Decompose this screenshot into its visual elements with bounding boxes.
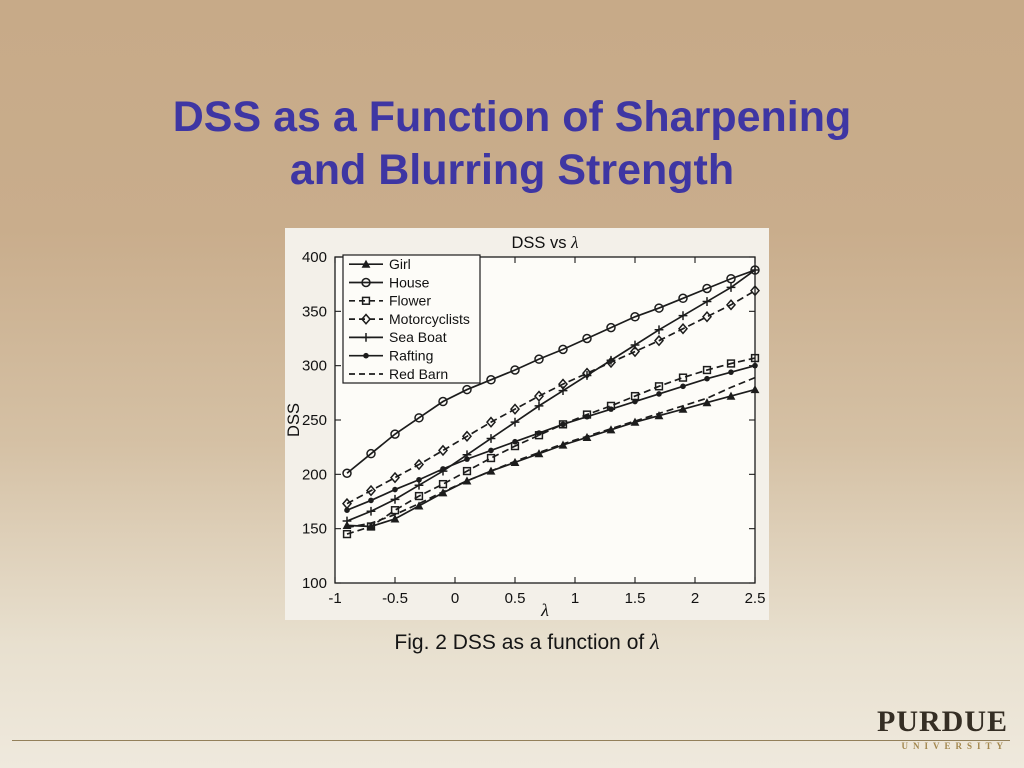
series-rafting <box>344 362 758 513</box>
legend-item-red-barn: Red Barn <box>349 366 448 382</box>
series-markers-rafting <box>344 362 758 513</box>
legend-label: Motorcyclists <box>389 311 470 327</box>
series-sea-boat <box>342 265 760 526</box>
series-motorcyclists <box>342 284 760 510</box>
svg-text:400: 400 <box>302 249 327 266</box>
slide-title: DSS as a Function of Sharpening and Blur… <box>0 91 1024 197</box>
legend-label: Rafting <box>389 348 433 364</box>
series-red-barn <box>346 376 756 529</box>
svg-text:2: 2 <box>691 590 699 607</box>
svg-text:200: 200 <box>302 466 327 483</box>
svg-text:1.5: 1.5 <box>625 590 646 607</box>
legend-item-motorcyclists: Motorcyclists <box>349 311 470 327</box>
series-markers-motorcyclists <box>342 284 760 510</box>
footer-rule <box>12 740 1010 741</box>
purdue-university-label: UNIVERSITY <box>901 741 1008 751</box>
svg-text:250: 250 <box>302 412 327 429</box>
svg-text:-1: -1 <box>328 590 341 607</box>
legend-item-house: House <box>349 274 430 290</box>
x-axis-tick-labels: -1 -0.5 0 0.5 1 1.5 2 2.5 <box>328 590 765 607</box>
purdue-logo: PURDUE UNIVERSITY <box>877 705 1008 752</box>
svg-text:300: 300 <box>302 358 327 375</box>
svg-text:-0.5: -0.5 <box>382 590 408 607</box>
legend-label: Red Barn <box>389 366 448 382</box>
y-axis-tick-labels: 100 150 200 250 300 350 400 <box>302 249 327 592</box>
legend-item-girl: Girl <box>349 256 411 272</box>
series-line-sea-boat <box>346 269 756 522</box>
chart-svg: -1 -0.5 0 0.5 1 1.5 2 2.5 100 150 200 250 300 350 400 G… <box>285 233 765 620</box>
chart-figure: -1 -0.5 0 0.5 1 1.5 2 2.5 100 150 200 250 300 350 400 G… <box>285 228 769 620</box>
svg-text:100: 100 <box>302 575 327 592</box>
legend-label: Girl <box>389 256 411 272</box>
series-line-girl <box>346 388 756 528</box>
svg-text:0.5: 0.5 <box>505 590 526 607</box>
series-line-rafting <box>346 364 756 511</box>
chart-title: DSS vs λ <box>512 233 579 252</box>
slide-title-line1: DSS as a Function of Sharpening <box>172 92 852 141</box>
svg-text:350: 350 <box>302 303 327 320</box>
purdue-wordmark: PURDUE <box>877 705 1008 738</box>
series-line-motorcyclists <box>346 289 756 505</box>
series-line-red-barn <box>346 376 756 529</box>
series-house <box>342 265 760 478</box>
legend-item-sea-boat: Sea Boat <box>349 329 447 345</box>
series-markers-house <box>342 265 760 478</box>
svg-text:1: 1 <box>571 590 579 607</box>
legend-box <box>342 254 481 384</box>
chart-legend: Girl House Flower Motorcyclists Sea Boat Raft… <box>342 254 481 384</box>
legend-item-rafting: Rafting <box>349 348 433 364</box>
caption-text: Fig. 2 DSS as a function of <box>394 631 651 654</box>
slide-title-line2: and Blurring Strength <box>289 145 735 194</box>
caption-lambda-symbol: λ <box>650 629 660 654</box>
legend-label: Flower <box>389 293 431 309</box>
legend-item-flower: Flower <box>349 293 431 309</box>
series-markers-sea-boat <box>342 265 760 526</box>
legend-label: House <box>389 274 430 290</box>
svg-text:150: 150 <box>302 521 327 538</box>
svg-text:0: 0 <box>451 590 459 607</box>
figure-caption: Fig. 2 DSS as a function of λ <box>285 629 769 655</box>
svg-text:2.5: 2.5 <box>745 590 766 607</box>
x-axis-label: λ <box>540 600 549 620</box>
legend-label: Sea Boat <box>389 329 447 345</box>
y-axis-label: DSS <box>285 403 303 437</box>
